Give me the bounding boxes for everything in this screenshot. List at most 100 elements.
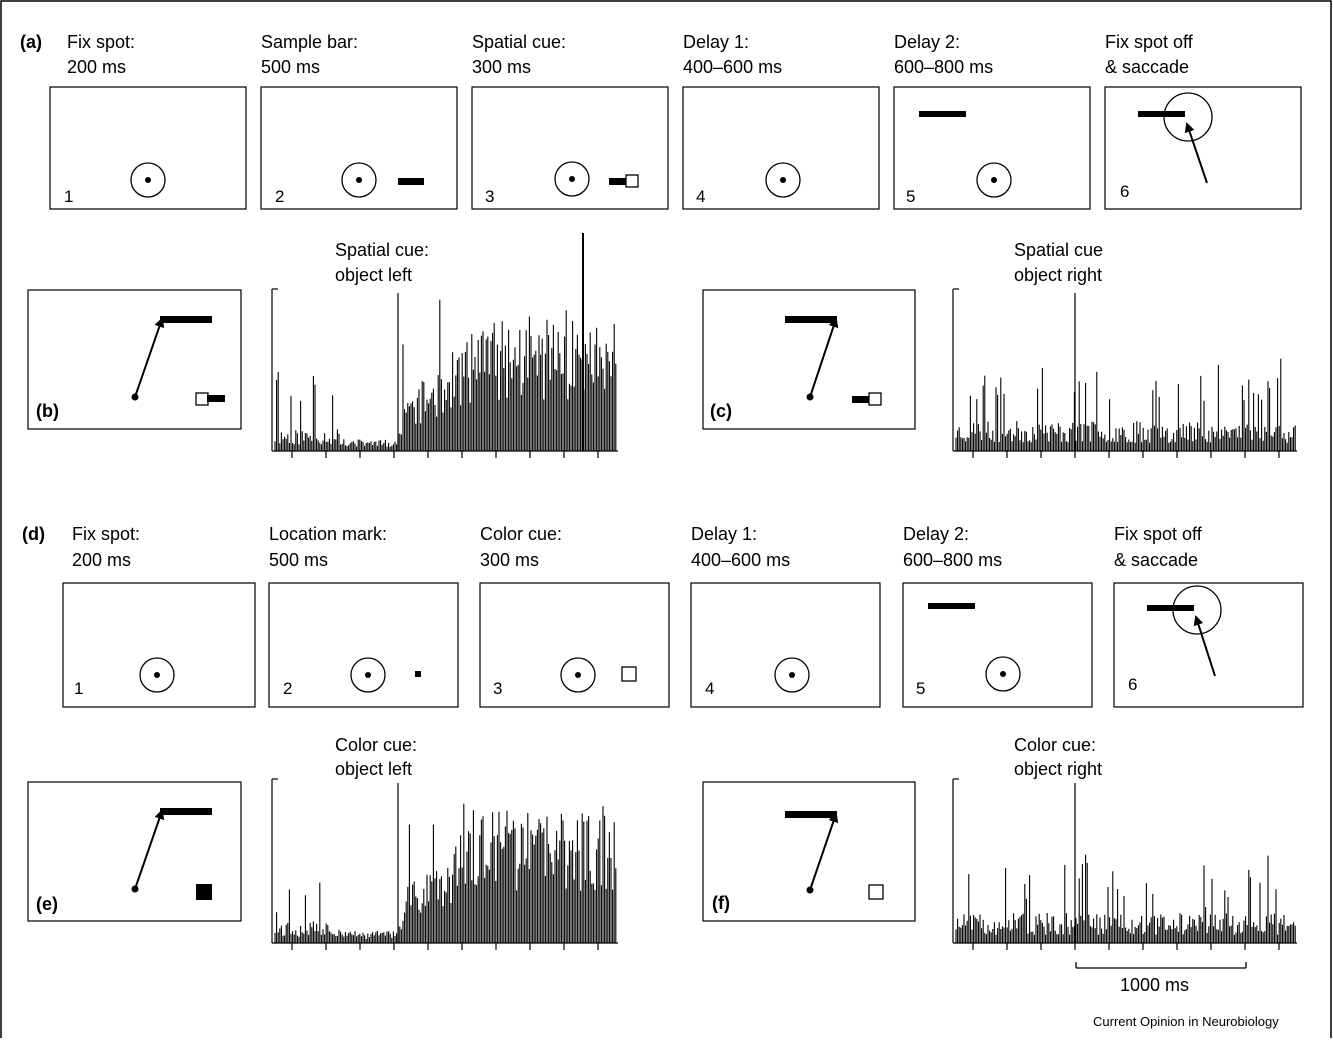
d-frame-3: 3 [479,582,670,708]
a-frame5-number: 5 [906,187,915,206]
fixation-ring [139,657,175,693]
object-bar [928,603,975,609]
panel-e-letter: (e) [36,894,58,914]
fixation-ring [350,657,386,693]
d-frame2-number: 2 [283,679,292,698]
spatial-cue-square [625,174,639,188]
a-frame5-label1: Delay 2: [894,32,960,52]
object-bar [1138,111,1185,117]
a-frame6-number: 6 [1120,182,1129,201]
saccade-arrow [134,809,165,890]
fixation-spot [780,177,786,183]
histogram-c-title1: Spatial cue [1014,240,1103,260]
a-frame-4: 4 [682,86,880,210]
d-frame1-label1: Fix spot: [72,524,140,544]
a-frame4-label1: Delay 1: [683,32,749,52]
histogram-f [952,778,1297,950]
d-frame-1: 1 [62,582,256,708]
fixation-spot [131,885,139,893]
saccade-arrow [1184,122,1208,184]
object-bar [1147,605,1194,611]
fixation-spot [575,672,581,678]
panel-b-schematic: (b) [27,289,242,430]
panel-e-schematic: (e) [27,781,242,922]
saccade-arrow [134,317,165,398]
histogram-bars [955,854,1296,943]
saccade-arrow [809,317,839,398]
fixation-ring [976,162,1012,198]
histogram-bars [955,358,1296,451]
sample-bar [852,396,870,403]
fixation-ring [765,162,801,198]
location-mark [415,671,421,677]
histogram-e-title1: Color cue: [335,735,417,755]
a-frame1-label1: Fix spot: [67,32,135,52]
a-frame1-label2: 200 ms [67,57,126,77]
fixation-spot [154,672,160,678]
d-frame4-label2: 400–600 ms [691,550,790,570]
d-frame4-number: 4 [705,679,714,698]
a-frame6-label1: Fix spot off [1105,32,1194,52]
a-frame-1: 1 [49,86,247,210]
object-bar [785,316,837,323]
a-frame5-label2: 600–800 ms [894,57,993,77]
object-bar [785,811,837,818]
a-frame3-label1: Spatial cue: [472,32,566,52]
a-frame4-label2: 400–600 ms [683,57,782,77]
section-d-labels: Fix spot: 200 ms Location mark: 500 ms C… [72,524,1203,570]
object-bar [919,111,966,117]
saccade-arrow [1193,615,1216,677]
histogram-f-title2: object right [1014,759,1102,779]
d-frame3-number: 3 [493,679,502,698]
d-frame3-label2: 300 ms [480,550,539,570]
a-frame-5: 5 [893,86,1091,210]
sample-bar [609,178,627,185]
d-frame6-number: 6 [1128,675,1137,694]
credit-line: Current Opinion in Neurobiology [1093,1014,1279,1029]
d-frame6-label1: Fix spot off [1114,524,1203,544]
d-frame2-label2: 500 ms [269,550,328,570]
a-frame1-number: 1 [64,187,73,206]
d-frame5-number: 5 [916,679,925,698]
d-frame3-label1: Color cue: [480,524,562,544]
sample-bar [398,178,424,185]
section-a-labels: Fix spot: 200 ms Sample bar: 500 ms Spat… [67,32,1194,77]
sample-bar [207,395,225,402]
fixation-spot [356,177,362,183]
panel-c-letter: (c) [710,401,732,421]
a-frame2-label2: 500 ms [261,57,320,77]
d-frame5-label2: 600–800 ms [903,550,1002,570]
d-frame-4: 4 [690,582,881,708]
color-cue-square [621,666,637,682]
object-bar [160,808,212,815]
spatial-cue-square [868,392,882,406]
panel-a-letter: (a) [20,32,42,52]
fixation-spot [789,672,795,678]
panel-c-schematic: (c) [702,289,916,430]
panel-f-schematic: (f) [702,781,916,922]
histogram-c-title2: object right [1014,265,1102,285]
target-circle [1163,92,1213,142]
object-bar [160,316,212,323]
a-frame2-number: 2 [275,187,284,206]
fixation-spot [131,393,139,401]
fixation-ring [774,657,810,693]
scale-bar: 1000 ms [1075,962,1247,995]
histogram-b-title1: Spatial cue: [335,240,429,260]
saccade-arrow [809,812,839,891]
d-frame6-label2: & saccade [1114,550,1198,570]
color-cue-square-filled [196,884,212,900]
a-frame-2: 2 [260,86,458,210]
d-frame1-number: 1 [74,679,83,698]
histogram-e [271,778,618,950]
fixation-spot [365,672,371,678]
fixation-spot [991,177,997,183]
a-frame2-label1: Sample bar: [261,32,358,52]
fixation-ring [130,162,166,198]
a-frame3-number: 3 [485,187,494,206]
histogram-c [952,288,1297,458]
histogram-e-title2: object left [335,759,412,779]
a-frame-3: 3 [471,86,669,210]
